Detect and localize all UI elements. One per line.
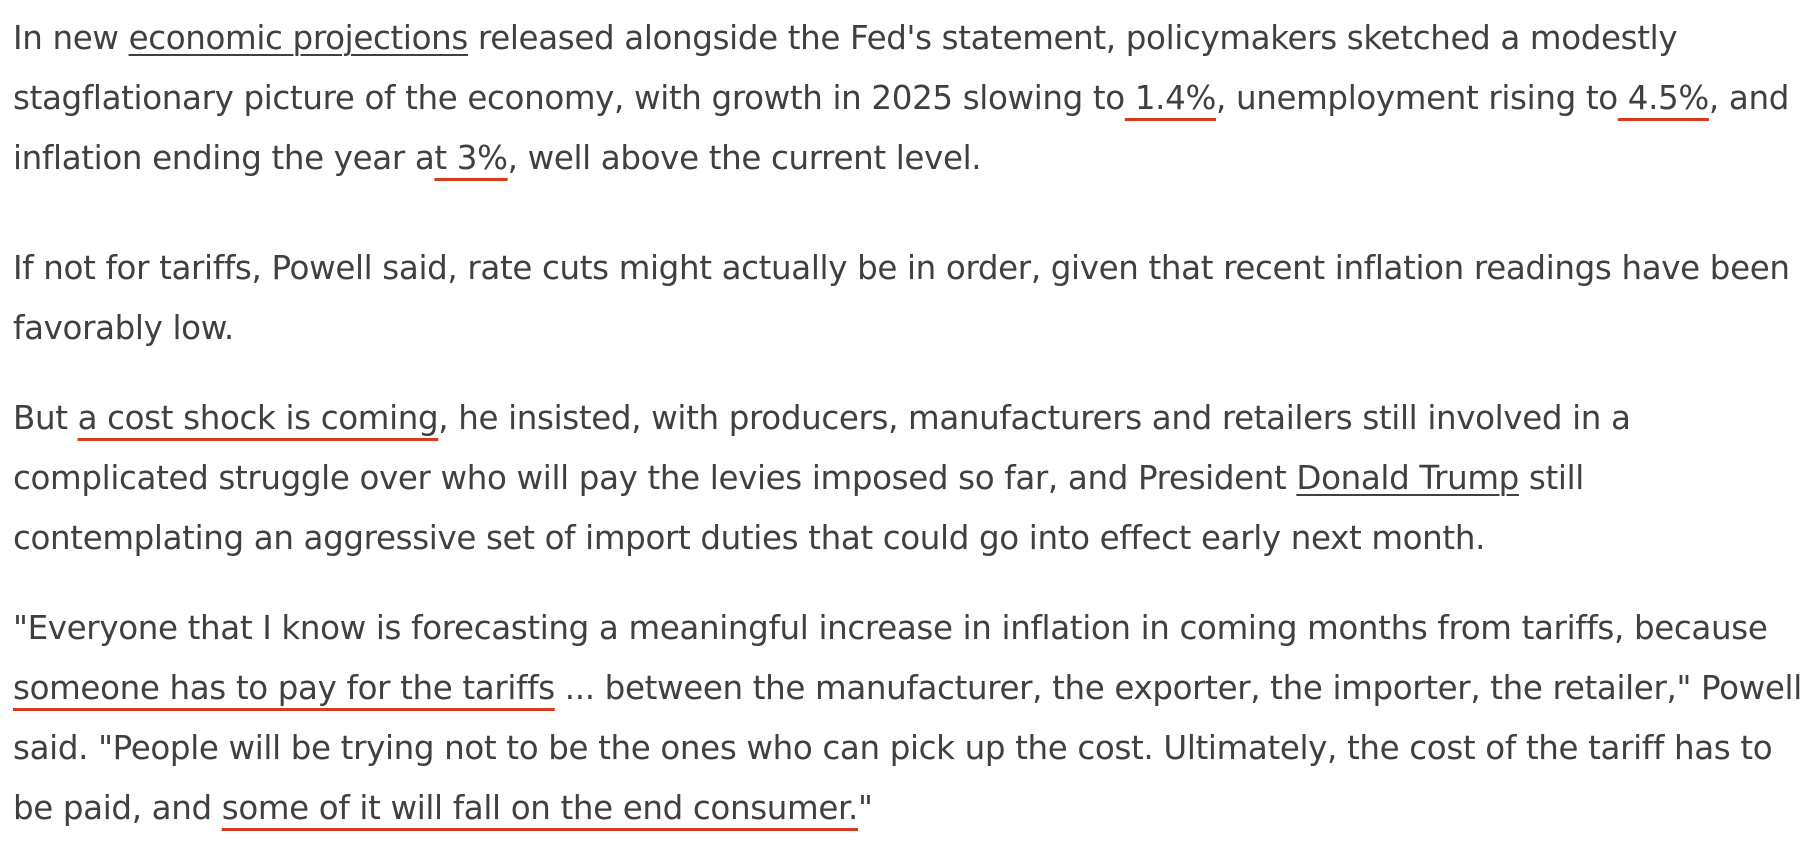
text-segment: , well above the current level. — [507, 139, 982, 177]
text-segment: But — [13, 399, 78, 437]
link-donald-trump[interactable]: Donald Trump — [1296, 459, 1519, 497]
highlight-growth-figure: 1.4% — [1124, 79, 1217, 117]
highlight-cost-shock: a cost shock is coming — [77, 399, 439, 437]
article-body: In new economic projections released alo… — [13, 8, 1813, 838]
paragraph-economic-projections: In new economic projections released alo… — [13, 8, 1813, 188]
text-segment: , unemployment rising to — [1216, 79, 1618, 117]
highlight-inflation-figure: t 3% — [434, 139, 508, 177]
text-segment: If not for tariffs, Powell said, rate cu… — [13, 249, 1790, 347]
text-segment: still contemplating an aggressive set of… — [13, 459, 1584, 557]
highlight-end-consumer: some of it will fall on the end consumer… — [221, 789, 859, 827]
paragraph-cost-shock: But a cost shock is coming, he insisted,… — [13, 388, 1813, 568]
text-segment: ... between the manufacturer, the export… — [13, 669, 1802, 827]
paragraph-powell-quote: "Everyone that I know is forecasting a m… — [13, 598, 1813, 838]
text-segment: " — [858, 789, 873, 827]
text-segment: In new — [13, 19, 129, 57]
text-segment: released alongside the Fed's statement, … — [13, 19, 1678, 117]
text-segment: "Everyone that I know is forecasting a m… — [13, 609, 1768, 647]
highlight-someone-has-to-pay: someone has to pay for the tariffs — [13, 669, 555, 707]
text-segment: , he insisted, with producers, manufactu… — [13, 399, 1631, 497]
link-economic-projections[interactable]: economic projections — [128, 19, 469, 57]
paragraph-rate-cuts: If not for tariffs, Powell said, rate cu… — [13, 238, 1813, 358]
text-segment: , and inflation ending the year a — [13, 79, 1789, 177]
highlight-unemployment-figure: 4.5% — [1617, 79, 1710, 117]
